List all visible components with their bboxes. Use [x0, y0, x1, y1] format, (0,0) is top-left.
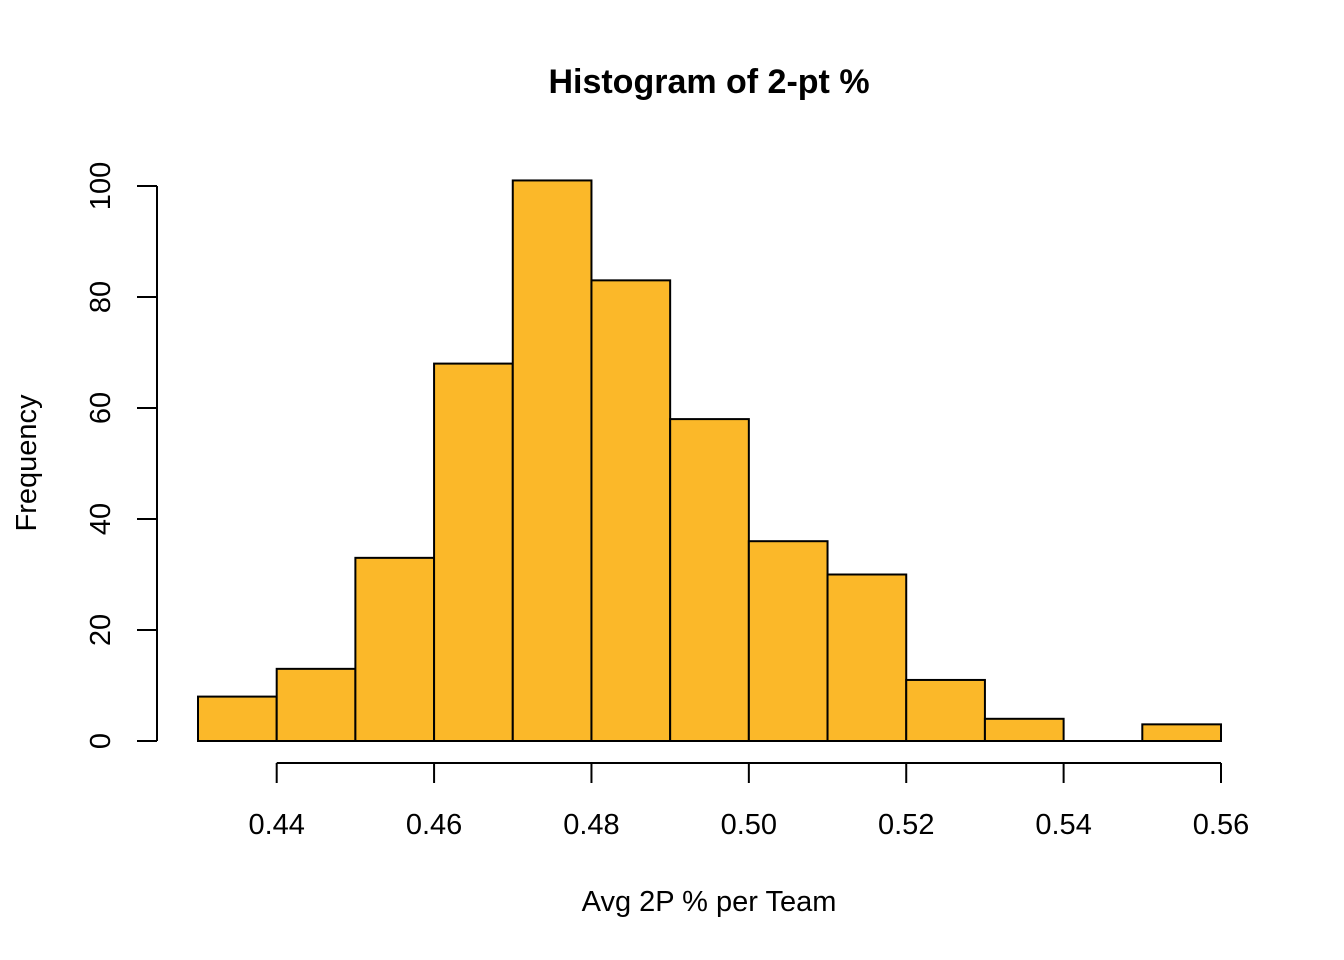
histogram-bar	[826, 573, 908, 742]
histogram-bar	[1141, 723, 1223, 742]
x-tick-label: 0.52	[878, 809, 934, 841]
histogram-bar	[747, 540, 829, 743]
histogram-bar	[275, 667, 357, 742]
histogram-bar	[354, 556, 436, 742]
y-axis-label: Frequency	[11, 394, 43, 532]
histogram-bar	[433, 362, 514, 742]
y-tick-label: 0	[85, 733, 117, 749]
y-axis: 0 20 40 60 80 100	[85, 162, 158, 749]
chart-title: Histogram of 2-pt %	[548, 63, 869, 101]
y-tick-label: 80	[85, 281, 117, 313]
x-tick-label: 0.54	[1035, 809, 1091, 841]
x-axis-label: Avg 2P % per Team	[582, 886, 837, 918]
y-tick-label: 20	[85, 614, 117, 646]
y-tick-label: 60	[85, 392, 117, 424]
x-tick-label: 0.46	[406, 809, 462, 841]
histogram-bar	[590, 279, 672, 742]
x-tick-label: 0.50	[721, 809, 777, 841]
bars	[197, 179, 1223, 743]
histogram-bar	[511, 179, 593, 742]
histogram-bar	[669, 418, 750, 742]
x-tick-label: 0.56	[1193, 809, 1249, 841]
x-axis: 0.44 0.46 0.48 0.50 0.52 0.54 0.56	[248, 762, 1249, 841]
histogram-bar	[983, 717, 1065, 742]
x-tick-label: 0.44	[248, 809, 304, 841]
histogram-bar	[905, 678, 986, 743]
histogram-bar	[197, 695, 278, 742]
x-tick-label: 0.48	[563, 809, 619, 841]
y-tick-label: 40	[85, 503, 117, 535]
y-tick-label: 100	[85, 162, 117, 210]
